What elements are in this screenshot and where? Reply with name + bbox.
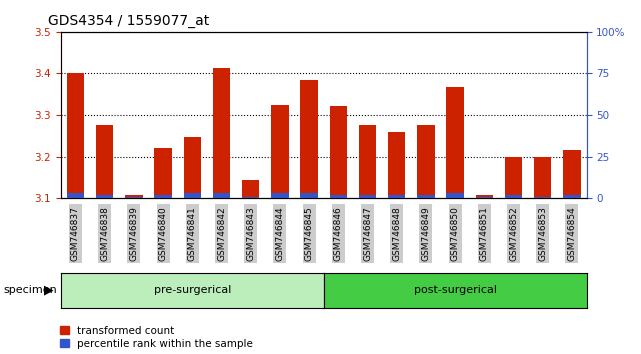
Bar xyxy=(271,193,288,198)
Bar xyxy=(271,105,288,198)
Bar xyxy=(563,195,581,198)
Bar xyxy=(504,156,522,198)
Bar xyxy=(154,195,172,198)
Bar xyxy=(213,193,230,198)
Bar xyxy=(154,148,172,198)
Bar xyxy=(96,125,113,198)
Bar xyxy=(213,68,230,198)
Bar xyxy=(329,195,347,198)
Bar xyxy=(359,195,376,198)
Bar xyxy=(125,196,143,198)
Bar xyxy=(417,125,435,198)
Bar xyxy=(476,196,493,198)
Bar xyxy=(504,195,522,198)
Bar xyxy=(417,195,435,198)
Bar xyxy=(242,180,260,198)
Bar xyxy=(476,195,493,198)
Bar xyxy=(388,132,406,198)
Bar xyxy=(301,80,318,198)
Bar xyxy=(446,193,464,198)
Bar xyxy=(183,137,201,198)
Bar xyxy=(67,73,84,198)
Legend: transformed count, percentile rank within the sample: transformed count, percentile rank withi… xyxy=(60,326,253,349)
Bar xyxy=(388,195,406,198)
Bar xyxy=(125,195,143,198)
Bar xyxy=(242,196,260,198)
Bar xyxy=(301,193,318,198)
Bar xyxy=(359,125,376,198)
Bar xyxy=(534,196,551,198)
Bar xyxy=(563,150,581,198)
Text: specimen: specimen xyxy=(3,285,57,295)
Text: pre-surgerical: pre-surgerical xyxy=(154,285,231,295)
Bar xyxy=(534,156,551,198)
Bar xyxy=(96,195,113,198)
Bar xyxy=(183,193,201,198)
Bar xyxy=(329,106,347,198)
Text: GDS4354 / 1559077_at: GDS4354 / 1559077_at xyxy=(48,14,210,28)
Text: post-surgerical: post-surgerical xyxy=(413,285,497,295)
Bar xyxy=(446,87,464,198)
Text: ▶: ▶ xyxy=(44,284,53,297)
Bar xyxy=(67,193,84,198)
